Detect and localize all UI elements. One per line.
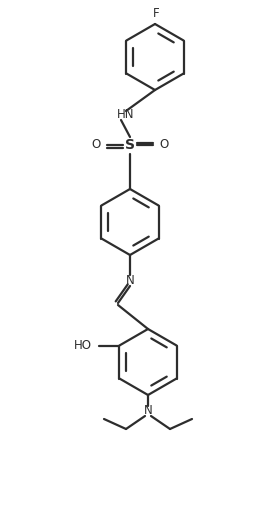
Text: O: O bbox=[92, 138, 101, 152]
Text: S: S bbox=[125, 138, 135, 152]
Text: F: F bbox=[153, 7, 159, 20]
Text: HN: HN bbox=[117, 109, 135, 121]
Text: N: N bbox=[126, 275, 134, 287]
Text: N: N bbox=[144, 404, 152, 418]
Text: HO: HO bbox=[73, 339, 92, 352]
Text: O: O bbox=[159, 138, 168, 152]
